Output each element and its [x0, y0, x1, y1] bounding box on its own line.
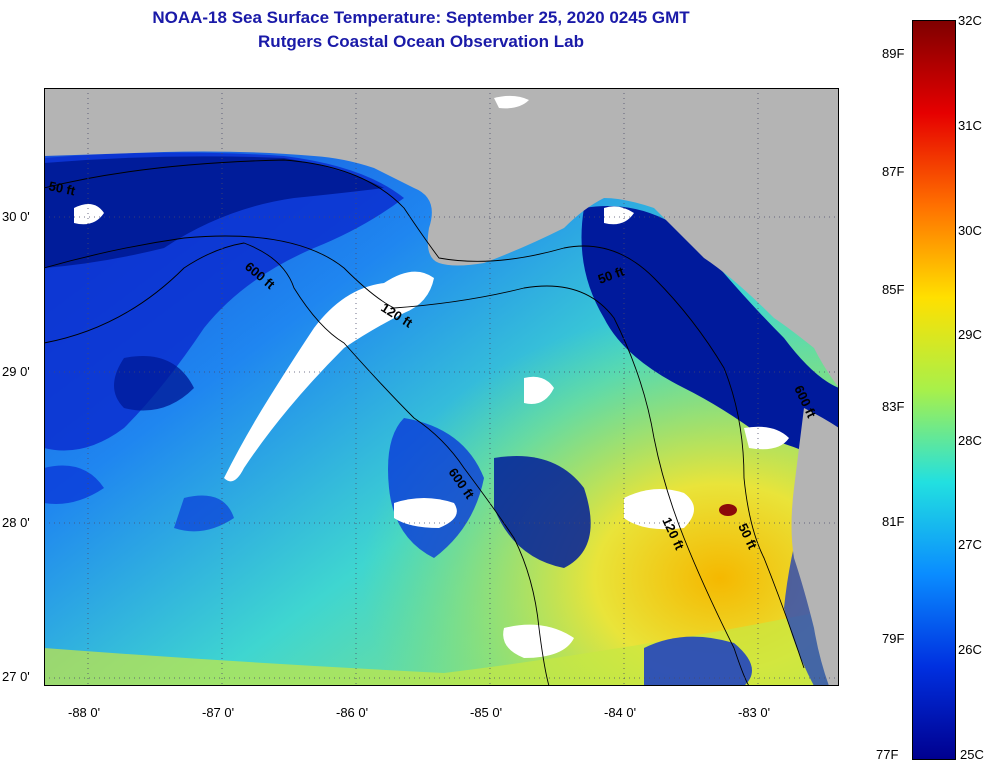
colorbar-f-label: 81F [882, 514, 905, 529]
colorbar-f-label: 79F [882, 631, 905, 646]
lon-label: -83 0' [738, 705, 771, 720]
lon-label: -84 0' [604, 705, 637, 720]
hot-spot [719, 504, 737, 516]
cold-patch-3 [114, 356, 194, 411]
warm-strip-south [44, 608, 839, 686]
lon-label: -85 0' [470, 705, 503, 720]
lat-label: 29 0' [2, 364, 30, 379]
land-north [44, 88, 839, 388]
colorbar-c-label: 25C [960, 747, 984, 762]
colorbar-f-label: 87F [882, 164, 905, 179]
cloud-band-central [224, 271, 434, 482]
lon-label: -87 0' [202, 705, 235, 720]
colorbar-c-label: 32C [958, 13, 982, 28]
lat-label: 27 0' [2, 669, 30, 684]
colorbar-f-label: 77F [876, 747, 899, 762]
map-subtitle: Rutgers Coastal Ocean Observation Lab [258, 32, 584, 51]
cloud-patch-3 [503, 624, 574, 658]
cloud-patch-8 [494, 95, 529, 109]
cold-patch-6 [644, 636, 752, 686]
lon-label: -88 0' [68, 705, 101, 720]
cloud-patch-7 [604, 206, 634, 225]
cold-patch-4 [44, 465, 104, 504]
cold-water-coast-nw [44, 156, 384, 268]
cloud-patch-5 [74, 204, 104, 225]
contour-600ft [44, 242, 550, 686]
map-title: NOAA-18 Sea Surface Temperature: Septemb… [152, 8, 690, 27]
cold-patch-5 [174, 495, 234, 532]
lat-label: 30 0' [2, 209, 30, 224]
colorbar-c-label: 31C [958, 118, 982, 133]
bathymetry-contours [44, 159, 805, 686]
temperature-colorbar [912, 20, 956, 760]
contour-label: 50 ft [47, 178, 77, 198]
colorbar-c-label: 27C [958, 537, 982, 552]
lat-label: 28 0' [2, 515, 30, 530]
cloud-patch-1 [394, 498, 457, 528]
colorbar-c-label: 29C [958, 327, 982, 342]
cloud-patch-6 [744, 426, 789, 450]
cold-water-ne [581, 206, 839, 468]
contour-120ft [44, 235, 750, 686]
colorbar-f-label: 85F [882, 282, 905, 297]
colorbar-f-label: 83F [882, 399, 905, 414]
contour-50ft [44, 159, 805, 669]
colorbar-f-label: 89F [882, 46, 905, 61]
cloud-patch-4 [524, 376, 554, 404]
colorbar-c-label: 26C [958, 642, 982, 657]
sst-map: 50 ft 600 ft 120 ft 600 ft 50 ft 120 ft … [44, 88, 839, 686]
cold-patch-2 [494, 456, 591, 568]
colorbar-c-label: 30C [958, 223, 982, 238]
colorbar-c-label: 28C [958, 433, 982, 448]
lon-label: -86 0' [336, 705, 369, 720]
map-frame [44, 88, 839, 686]
land-florida-peninsula [791, 408, 839, 686]
